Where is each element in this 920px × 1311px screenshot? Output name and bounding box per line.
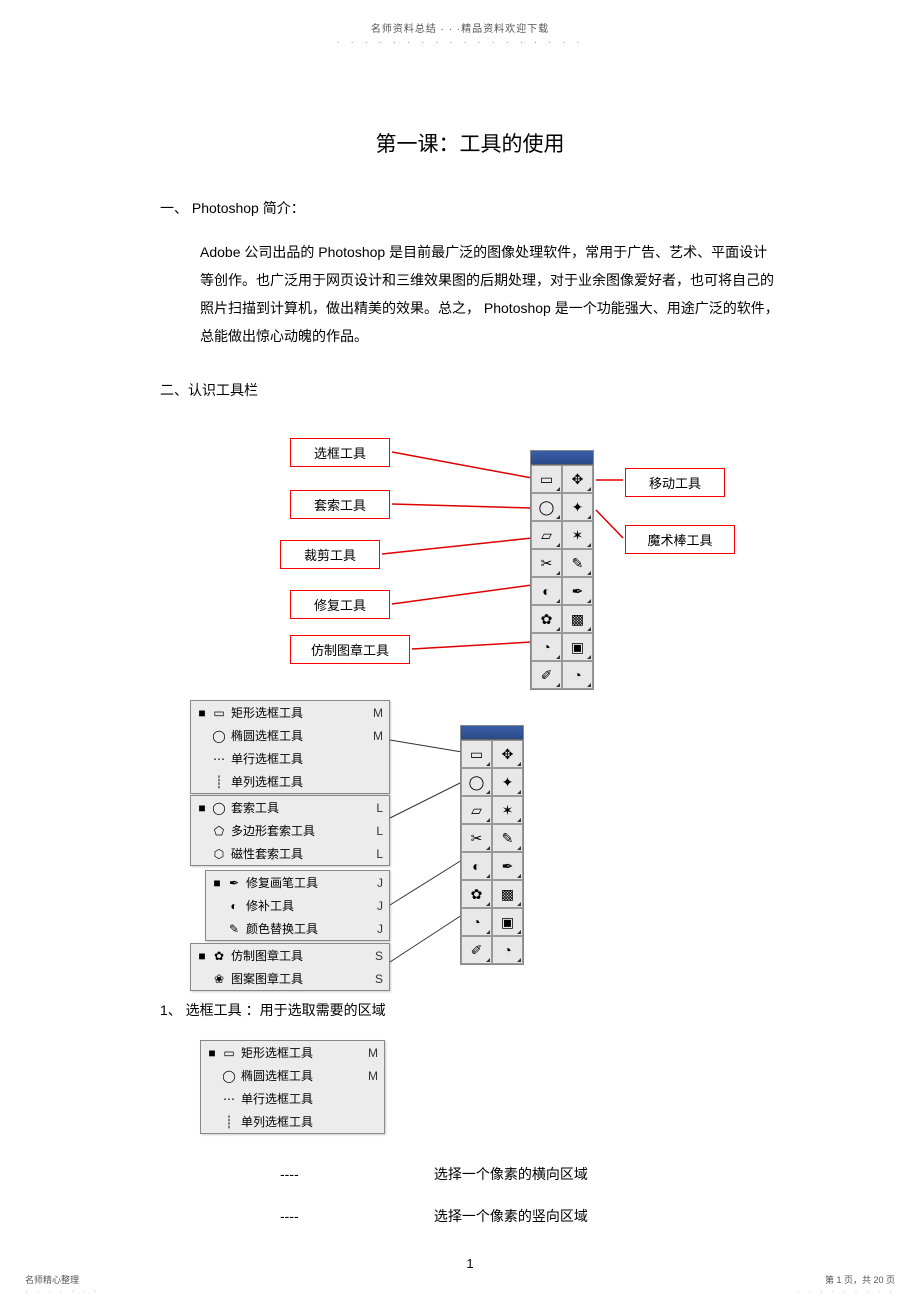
tool-icon: ◯	[461, 768, 492, 796]
tool-icon: ▩	[562, 605, 593, 633]
tool-submenu: ■✒修复画笔工具J ◐修补工具J ✎颜色替换工具J	[205, 870, 390, 941]
section1-head: 一、 Photoshop 简介：	[160, 198, 780, 218]
tool-icon: ◐	[461, 852, 492, 880]
tool-icon: ◔	[562, 661, 593, 689]
header-meta: 名师资料总结 · · ·精品资料欢迎下载	[0, 0, 920, 35]
footer-right: 第 1 页，共 20 页	[797, 1273, 895, 1286]
tool-icon: ▭	[531, 465, 562, 493]
label-box: 套索工具	[290, 490, 390, 519]
menu-item: ■▭矩形选框工具M	[191, 701, 389, 724]
toolbar-diagram-2: ■▭矩形选框工具M ◯椭圆选框工具M ⋯单行选框工具 ┊单列选框工具 ■◯套索工…	[190, 700, 780, 980]
menu-item: ⬡磁性套索工具L	[191, 842, 389, 865]
section1-text: Adobe 公司出品的 Photoshop 是目前最广泛的图像处理软件，常用于广…	[200, 238, 780, 350]
tool-submenu: ■◯套索工具L ⬠多边形套索工具L ⬡磁性套索工具L	[190, 795, 390, 866]
menu-item: ❀图案图章工具S	[191, 967, 389, 990]
page-title: 第一课：工具的使用	[160, 128, 780, 158]
tool-icon: ✥	[562, 465, 593, 493]
tool-icon: ✥	[492, 740, 523, 768]
ps-toolbar-2: ▭✥◯✦▱✶✂✎◐✒✿▩◔▣✐◔	[460, 725, 524, 965]
toolbar-header	[461, 726, 523, 740]
label-box: 仿制图章工具	[290, 635, 410, 664]
tool-icon: ◔	[461, 908, 492, 936]
menu-item: ■✒修复画笔工具J	[206, 871, 389, 894]
tool-icon: ✶	[492, 796, 523, 824]
tool-icon: ✎	[492, 824, 523, 852]
toolbar-diagram-1: 选框工具套索工具裁剪工具修复工具仿制图章工具 移动工具魔术棒工具 ▭✥◯✦▱✶✂✎…	[270, 430, 780, 690]
label-box: 移动工具	[625, 468, 725, 497]
tool-icon: ▭	[461, 740, 492, 768]
tool-icon: ✒	[492, 852, 523, 880]
marquee-submenu: ■▭矩形选框工具M ◯椭圆选框工具M ⋯单行选框工具 ┊单列选框工具	[200, 1040, 780, 1134]
label-box: 裁剪工具	[280, 540, 380, 569]
note-row-2: ---- 选择一个像素的竖向区域	[280, 1206, 780, 1226]
note-text: 选择一个像素的竖向区域	[434, 1208, 588, 1224]
menu-item: ■✿仿制图章工具S	[191, 944, 389, 967]
tool-icon: ▱	[461, 796, 492, 824]
tool-icon: ✐	[531, 661, 562, 689]
footer-left: 名师精心整理	[25, 1273, 100, 1286]
tool-icon: ▣	[562, 633, 593, 661]
menu-item: ┊单列选框工具	[191, 770, 389, 793]
tool-icon: ▩	[492, 880, 523, 908]
tool-icon: ✂	[531, 549, 562, 577]
section2-head: 二、认识工具栏	[160, 380, 780, 400]
tool-icon: ✎	[562, 549, 593, 577]
page-number: 1	[160, 1256, 780, 1271]
note-row-1: ---- 选择一个像素的横向区域	[280, 1164, 780, 1184]
tool-submenu: ■▭矩形选框工具M ◯椭圆选框工具M ⋯单行选框工具 ┊单列选框工具	[190, 700, 390, 794]
toolbar-header	[531, 451, 593, 465]
document-content: 第一课：工具的使用 一、 Photoshop 简介： Adobe 公司出品的 P…	[0, 48, 920, 1311]
tool-submenu: ■✿仿制图章工具S ❀图案图章工具S	[190, 943, 390, 991]
menu-item: ⬠多边形套索工具L	[191, 819, 389, 842]
header-dots: · · · · · · · · · · · · · · · · · ·	[0, 37, 920, 48]
footer: 名师精心整理 · · · · · · · 第 1 页，共 20 页 · · · …	[25, 1273, 895, 1296]
tool-icon: ✦	[492, 768, 523, 796]
tool-icon: ◐	[531, 577, 562, 605]
tool-icon: ✦	[562, 493, 593, 521]
label-box: 选框工具	[290, 438, 390, 467]
label-box: 魔术棒工具	[625, 525, 735, 554]
menu-item: ◯椭圆选框工具M	[191, 724, 389, 747]
menu-item: ✎颜色替换工具J	[206, 917, 389, 940]
menu-item: ■▭矩形选框工具M	[201, 1041, 384, 1064]
tool-icon: ✿	[461, 880, 492, 908]
dash: ----	[280, 1208, 430, 1224]
menu-item: ┊单列选框工具	[201, 1110, 384, 1133]
tool-icon: ✒	[562, 577, 593, 605]
tool-icon: ✐	[461, 936, 492, 964]
dash: ----	[280, 1166, 430, 1182]
tool-icon: ▣	[492, 908, 523, 936]
footer-dots-right: · · · · · · · · ·	[797, 1286, 895, 1296]
tool-icon: ◔	[531, 633, 562, 661]
label-box: 修复工具	[290, 590, 390, 619]
tool-icon: ✿	[531, 605, 562, 633]
menu-item: ⋯单行选框工具	[191, 747, 389, 770]
menu-item: ◯椭圆选框工具M	[201, 1064, 384, 1087]
menu-item: ⋯单行选框工具	[201, 1087, 384, 1110]
menu-item: ◐修补工具J	[206, 894, 389, 917]
subsection-head: 1、 选框工具 ：用于选取需要的区域	[160, 1000, 780, 1020]
tool-icon: ◯	[531, 493, 562, 521]
tool-icon: ▱	[531, 521, 562, 549]
footer-dots-left: · · · · · · ·	[25, 1286, 100, 1296]
note-text: 选择一个像素的横向区域	[434, 1166, 588, 1182]
tool-icon: ✂	[461, 824, 492, 852]
ps-toolbar: ▭✥◯✦▱✶✂✎◐✒✿▩◔▣✐◔	[530, 450, 594, 690]
menu-item: ■◯套索工具L	[191, 796, 389, 819]
tool-icon: ✶	[562, 521, 593, 549]
tool-icon: ◔	[492, 936, 523, 964]
